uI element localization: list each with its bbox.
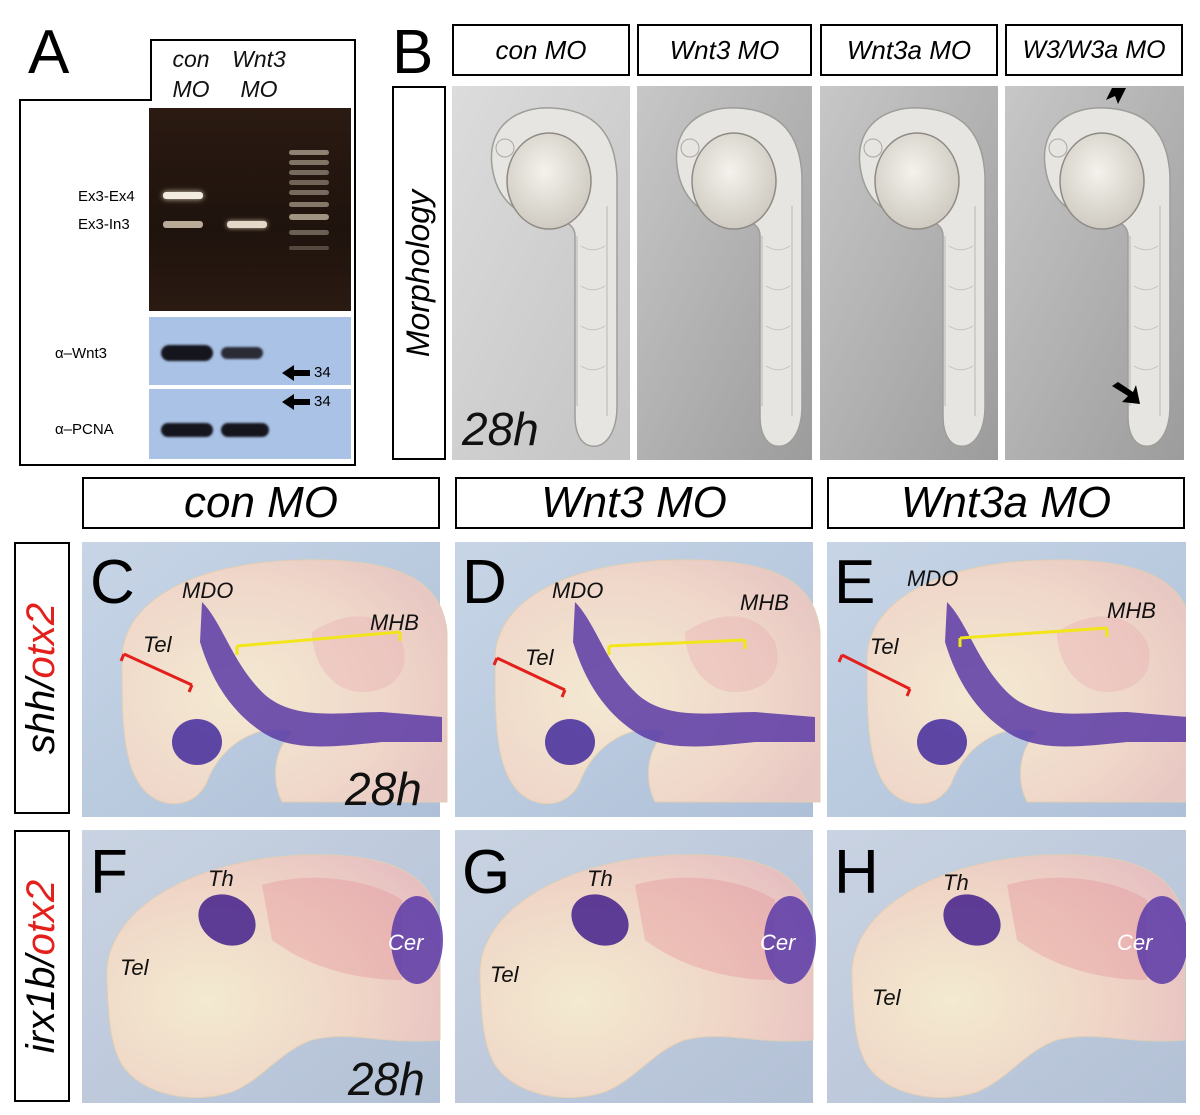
title-b-w3-w3a-mo: W3/W3a MO: [1005, 24, 1183, 76]
title-b-wnt3a-mo: Wnt3a MO: [820, 24, 998, 76]
label-cer: Cer: [760, 930, 796, 955]
panel-letter-e: E: [834, 548, 876, 617]
time-label-f: 28h: [348, 1053, 425, 1105]
label-tel: Tel: [143, 632, 172, 657]
label-tel: Tel: [870, 634, 899, 659]
blot-band: [221, 423, 269, 437]
ladder-band: [289, 214, 329, 220]
lane-label-con: con MO: [172, 46, 210, 102]
ladder-band: [289, 170, 329, 175]
row-label-shh-otx2: shh/otx2: [14, 542, 70, 814]
band-label-ex3-ex4: Ex3-Ex4: [78, 188, 135, 205]
western-blot-wnt3: [149, 317, 351, 385]
title-e-wnt3a-mo: Wnt3a MO: [827, 477, 1185, 529]
panel-letter-b: B: [392, 18, 434, 87]
western-blot-pcna: [149, 389, 351, 459]
size-marker-2: 34: [314, 393, 331, 410]
title-d-wnt3-mo: Wnt3 MO: [455, 477, 813, 529]
blot-label-pcna: α–PCNA: [55, 421, 114, 438]
ladder-band: [289, 180, 329, 185]
ladder-band: [289, 202, 329, 207]
lane-label-wnt3: Wnt3 MO: [232, 46, 286, 102]
label-th: Th: [943, 870, 969, 895]
label-mhb: MHB: [1107, 598, 1156, 623]
label-th: Th: [208, 866, 234, 891]
time-label-b: 28h: [462, 403, 539, 455]
row-label-morphology: Morphology: [392, 86, 446, 460]
arrow-left-icon: [282, 365, 310, 381]
blot-band: [221, 347, 263, 359]
title-b-con-mo: con MO: [452, 24, 630, 76]
label-tel: Tel: [525, 645, 554, 670]
ladder-band: [289, 246, 329, 250]
panel-letter-g: G: [462, 838, 511, 907]
time-label-c: 28h: [345, 763, 422, 815]
label-cer: Cer: [388, 930, 424, 955]
title-b-wnt3-mo: Wnt3 MO: [637, 24, 812, 76]
label-mdo: MDO: [552, 578, 604, 603]
label-tel: Tel: [490, 962, 519, 987]
label-mdo: MDO: [182, 578, 234, 603]
label-mhb: MHB: [740, 590, 789, 615]
ladder-band: [289, 160, 329, 165]
panel-letter-d: D: [462, 548, 507, 617]
label-tel: Tel: [120, 955, 149, 980]
blot-label-wnt3: α–Wnt3: [55, 345, 108, 362]
ladder-band: [289, 190, 329, 195]
label-th: Th: [587, 866, 613, 891]
morphology-embryos: [452, 86, 1184, 460]
label-cer: Cer: [1117, 930, 1153, 955]
rt-pcr-gel: [149, 108, 351, 311]
label-tel: Tel: [872, 985, 901, 1010]
panel-a-frame: [19, 39, 356, 466]
panel-letter-f: F: [90, 838, 128, 907]
gel-band: [227, 221, 267, 228]
irx1b-otx2-embryos: [82, 830, 1186, 1103]
ladder-band: [289, 150, 329, 155]
size-marker-1: 34: [314, 364, 331, 381]
band-label-ex3-in3: Ex3-In3: [78, 216, 130, 233]
row-label-irx1b-otx2: irx1b/otx2: [14, 830, 70, 1102]
blot-band: [161, 345, 213, 361]
label-mdo: MDO: [907, 566, 959, 591]
shh-otx2-embryos: [82, 542, 1186, 817]
gel-band: [163, 192, 203, 199]
panel-letter-h: H: [834, 838, 879, 907]
panel-letter-a: A: [28, 18, 70, 87]
ladder-band: [289, 230, 329, 235]
panel-letter-c: C: [90, 548, 135, 617]
title-c-con-mo: con MO: [82, 477, 440, 529]
arrow-left-icon: [282, 394, 310, 410]
label-mhb: MHB: [370, 610, 419, 635]
blot-band: [161, 423, 213, 437]
gel-band: [163, 221, 203, 228]
